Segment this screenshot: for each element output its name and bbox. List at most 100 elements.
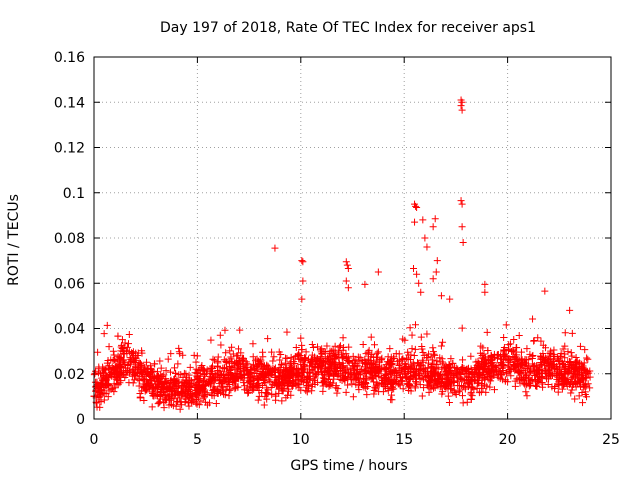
data-point <box>447 355 455 363</box>
data-point <box>388 369 396 377</box>
data-point <box>432 268 440 276</box>
data-point <box>272 390 280 398</box>
data-point <box>556 353 564 361</box>
data-point <box>466 381 474 389</box>
data-point <box>292 343 300 351</box>
data-point <box>429 366 437 374</box>
data-point <box>309 357 317 365</box>
data-point <box>582 380 590 388</box>
data-point <box>552 371 560 379</box>
data-point <box>283 328 291 336</box>
data-point <box>121 374 129 382</box>
data-point <box>214 357 222 365</box>
data-point <box>299 258 307 266</box>
data-point <box>310 363 318 371</box>
data-point <box>528 355 536 363</box>
data-point <box>219 383 227 391</box>
data-point <box>537 337 545 345</box>
data-point <box>105 343 113 351</box>
data-point <box>534 334 542 342</box>
data-point <box>477 342 485 350</box>
data-point <box>242 358 250 366</box>
data-point <box>115 361 123 369</box>
data-point <box>303 388 311 396</box>
data-point <box>334 347 342 355</box>
data-point <box>399 355 407 363</box>
data-point <box>476 371 484 379</box>
data-point <box>417 362 425 370</box>
data-point <box>260 377 268 384</box>
data-point <box>500 347 508 355</box>
data-point <box>247 365 255 373</box>
data-point <box>278 387 286 395</box>
data-point <box>100 330 108 338</box>
data-point <box>397 373 405 381</box>
data-point <box>276 382 284 390</box>
data-point <box>425 374 433 382</box>
data-point <box>339 373 347 381</box>
x-tick-label: 5 <box>193 432 202 448</box>
data-point <box>420 351 428 359</box>
data-point <box>449 373 457 381</box>
data-point <box>368 350 376 358</box>
data-point <box>217 382 225 390</box>
data-point <box>94 391 102 399</box>
data-point <box>407 372 415 380</box>
data-point <box>347 375 355 383</box>
data-point <box>250 385 258 393</box>
data-point <box>380 375 388 383</box>
y-tick-label: 0.08 <box>54 231 85 247</box>
data-point <box>268 391 276 399</box>
data-point <box>209 386 217 394</box>
data-point <box>416 372 424 380</box>
data-point <box>182 370 190 378</box>
data-point <box>170 364 178 372</box>
data-point <box>385 359 393 367</box>
y-tick-label: 0 <box>76 412 85 428</box>
data-point <box>318 370 326 378</box>
data-point <box>458 324 466 332</box>
data-point <box>524 365 532 373</box>
data-point <box>471 370 479 378</box>
data-point <box>430 360 438 368</box>
data-point <box>160 399 168 407</box>
data-point <box>405 386 413 394</box>
data-point <box>249 340 257 348</box>
data-point <box>374 348 382 356</box>
data-point <box>260 362 268 370</box>
data-point <box>356 353 364 361</box>
data-point <box>322 363 330 371</box>
data-point <box>105 382 113 390</box>
data-point <box>464 366 472 374</box>
data-point <box>175 344 183 352</box>
data-point <box>135 382 143 390</box>
data-point <box>221 365 229 373</box>
data-point <box>572 371 580 379</box>
data-point <box>140 366 148 374</box>
data-point <box>359 341 367 349</box>
data-point <box>524 356 532 364</box>
data-point <box>192 395 200 403</box>
data-point <box>454 377 462 385</box>
data-point <box>411 345 419 353</box>
data-point <box>425 359 433 367</box>
data-point <box>298 295 306 303</box>
data-point <box>226 347 234 355</box>
data-point <box>140 397 148 405</box>
data-point <box>154 384 162 392</box>
data-point <box>318 379 326 387</box>
data-point <box>500 334 508 342</box>
data-point <box>266 368 274 376</box>
data-point <box>264 362 272 370</box>
data-point <box>370 378 378 386</box>
data-point <box>416 381 424 389</box>
data-point <box>141 387 149 395</box>
data-point <box>103 376 111 384</box>
data-point <box>455 369 463 377</box>
data-point <box>117 377 125 385</box>
data-point <box>185 387 193 395</box>
data-point <box>429 275 437 283</box>
data-point <box>484 368 492 376</box>
data-point <box>93 403 101 411</box>
data-point <box>373 356 381 364</box>
